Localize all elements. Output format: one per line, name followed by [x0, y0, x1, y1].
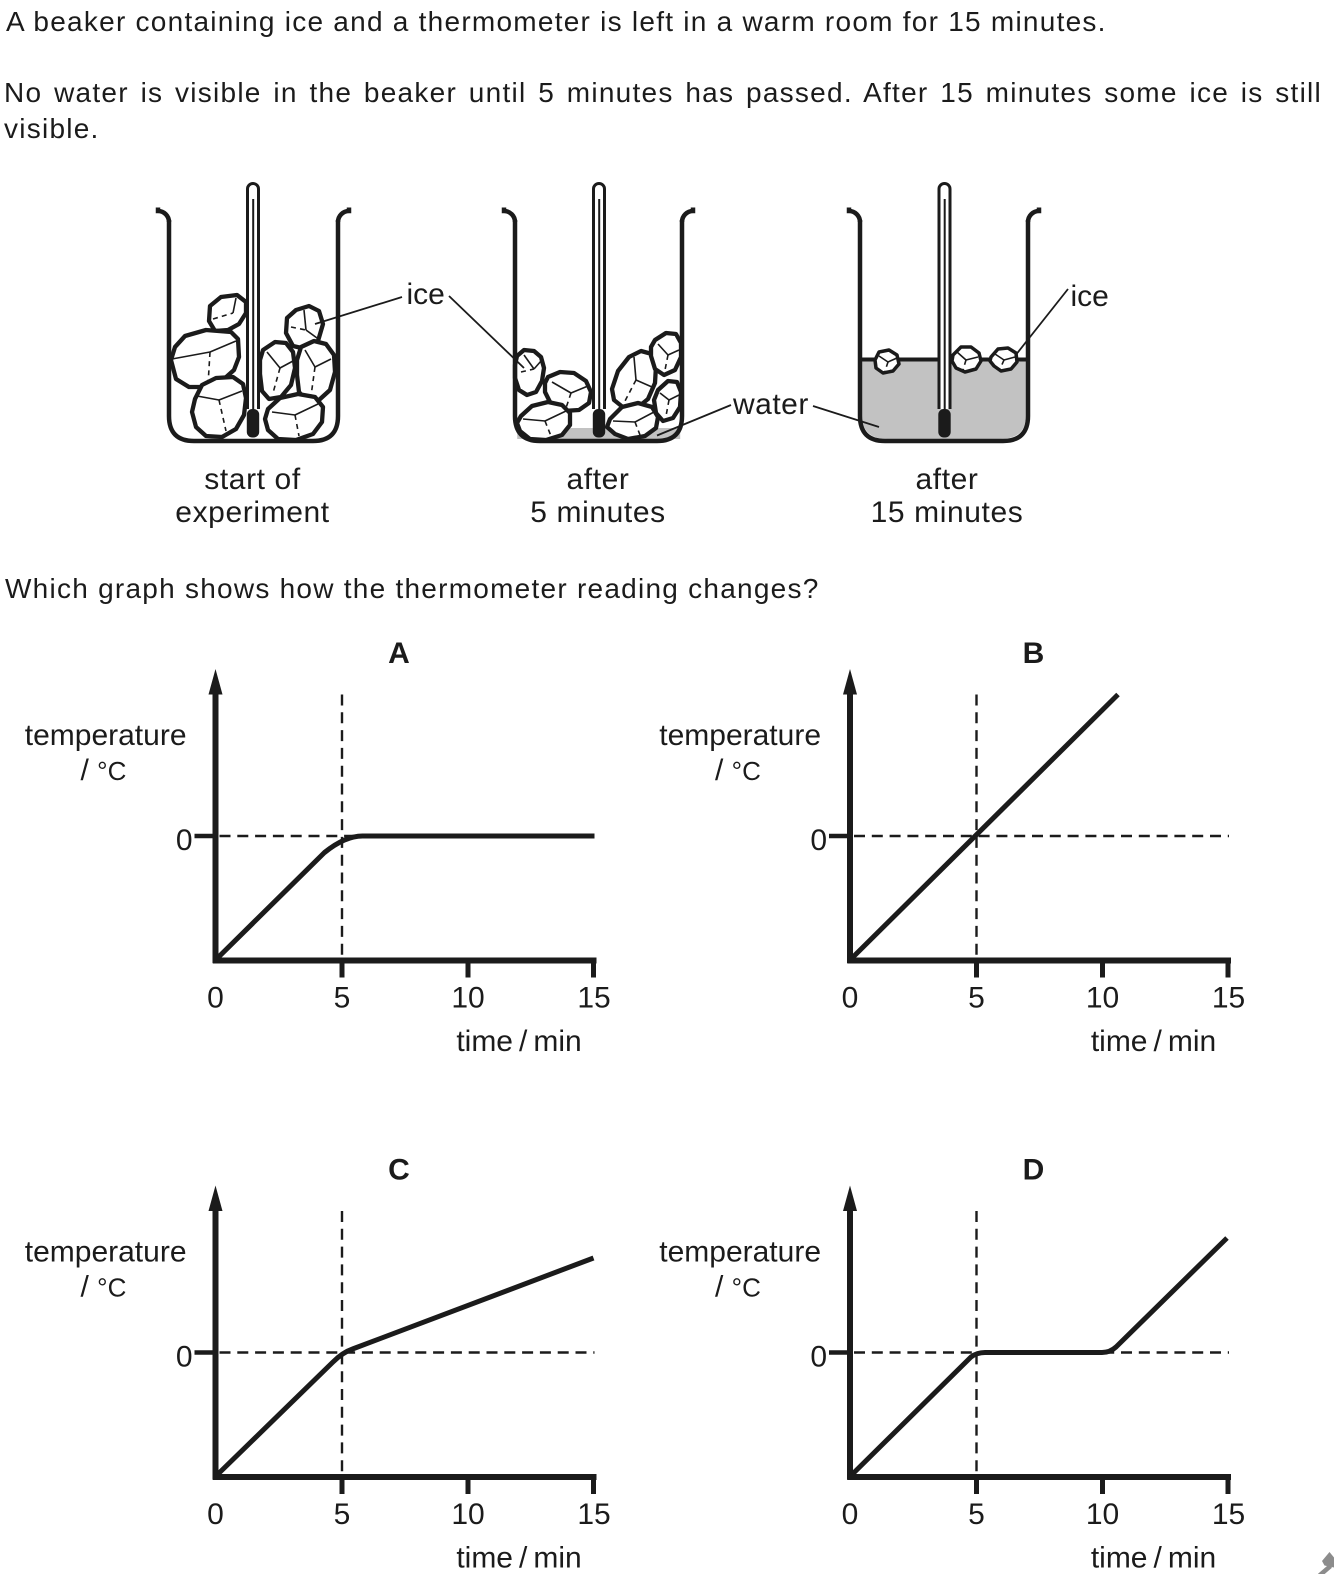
svg-text:temperature: temperature — [25, 719, 187, 752]
svg-text:/ °C: / °C — [81, 1271, 127, 1304]
svg-text:temperature: temperature — [25, 1236, 187, 1269]
svg-text:temperature: temperature — [659, 1236, 821, 1269]
svg-text:5: 5 — [334, 1498, 351, 1531]
svg-text:water: water — [732, 388, 809, 421]
svg-text:15: 15 — [1212, 1498, 1245, 1531]
svg-text:/ °C: / °C — [715, 754, 761, 787]
svg-text:5: 5 — [968, 982, 985, 1015]
svg-text:time / min: time / min — [456, 1025, 581, 1058]
svg-text:C: C — [388, 1154, 410, 1187]
svg-text:D: D — [1023, 1154, 1045, 1187]
svg-text:5: 5 — [334, 982, 351, 1015]
svg-text:0: 0 — [810, 824, 827, 857]
svg-text:15 minutes: 15 minutes — [871, 496, 1024, 529]
svg-text:0: 0 — [207, 1498, 224, 1531]
svg-text:15: 15 — [1212, 982, 1245, 1015]
svg-text:after: after — [566, 463, 629, 496]
svg-text:start of: start of — [204, 463, 301, 496]
svg-text:5: 5 — [968, 1498, 985, 1531]
svg-text:time / min: time / min — [1091, 1025, 1216, 1058]
svg-text:0: 0 — [176, 1341, 193, 1374]
svg-text:ice: ice — [1071, 280, 1109, 313]
svg-text:0: 0 — [810, 1341, 827, 1374]
svg-text:after: after — [915, 463, 978, 496]
svg-text:10: 10 — [1086, 1498, 1119, 1531]
svg-text:15: 15 — [577, 1498, 610, 1531]
svg-text:/ °C: / °C — [715, 1271, 761, 1304]
svg-text:time / min: time / min — [1091, 1542, 1216, 1574]
svg-text:0: 0 — [842, 982, 859, 1015]
svg-text:B: B — [1023, 637, 1045, 670]
svg-text:time / min: time / min — [456, 1542, 581, 1574]
svg-text:0: 0 — [842, 1498, 859, 1531]
svg-text:5 minutes: 5 minutes — [530, 496, 665, 529]
svg-text:ice: ice — [407, 278, 445, 311]
svg-text:A: A — [388, 637, 410, 670]
svg-text:0: 0 — [207, 982, 224, 1015]
svg-text:temperature: temperature — [659, 719, 821, 752]
svg-text:experiment: experiment — [175, 496, 329, 529]
svg-text:10: 10 — [451, 1498, 484, 1531]
svg-text:10: 10 — [1086, 982, 1119, 1015]
svg-text:0: 0 — [176, 824, 193, 857]
svg-text:/ °C: / °C — [81, 754, 127, 787]
svg-text:10: 10 — [451, 982, 484, 1015]
svg-text:15: 15 — [577, 982, 610, 1015]
